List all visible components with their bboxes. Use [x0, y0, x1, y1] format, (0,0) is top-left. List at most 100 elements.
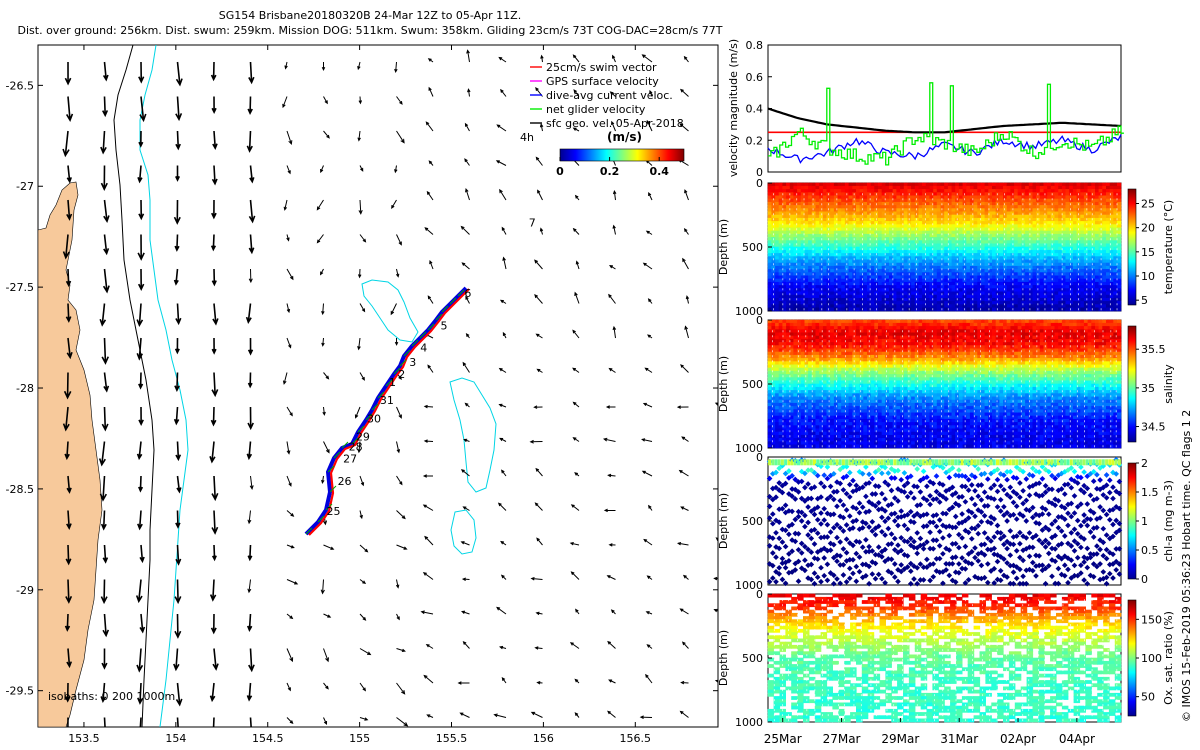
velocity-arrow — [98, 441, 106, 467]
track-day-label: 27 — [343, 453, 357, 466]
velocity-arrow — [175, 510, 181, 529]
section-sample — [778, 444, 783, 449]
velocity-arrow — [464, 122, 470, 132]
section-sample — [914, 307, 920, 312]
velocity-arrow — [62, 234, 70, 260]
velocity-arrow — [212, 648, 219, 671]
velocity-arrow — [137, 682, 144, 705]
velocity-arrow — [607, 473, 616, 478]
velocity-arrow — [103, 234, 110, 256]
velocity-arrow — [321, 303, 325, 316]
section-sample — [922, 307, 927, 312]
velocity-arrow — [678, 469, 689, 477]
label-4h: 4h — [520, 131, 534, 144]
velocity-arrow — [65, 579, 73, 604]
velocity-arrow — [137, 234, 145, 261]
velocity-arrow — [286, 234, 290, 242]
velocity-arrow — [646, 575, 653, 580]
velocity-arrow — [646, 644, 653, 649]
velocity-arrow — [136, 303, 144, 328]
velocity-arrow — [534, 259, 543, 270]
section-sample — [992, 307, 997, 312]
velocity-arrow — [427, 58, 434, 63]
velocity-arrow — [359, 544, 369, 553]
velocity-arrow — [210, 61, 217, 82]
velocity-arrow — [572, 127, 580, 132]
lat-tick-label: -29.5 — [6, 685, 34, 698]
velocity-arrow — [320, 579, 325, 595]
velocity-arrow — [62, 406, 70, 432]
velocity-arrow — [286, 544, 295, 549]
velocity-arrow — [572, 401, 580, 408]
colorbar-tick-label: 0.4 — [649, 165, 669, 178]
surface-velocity-field — [62, 49, 725, 727]
velocity-arrow — [534, 502, 543, 511]
velocity-arrow — [176, 475, 182, 494]
velocity-arrow — [420, 610, 434, 615]
velocity-arrow — [359, 579, 367, 585]
velocity-arrow — [248, 234, 255, 255]
velocity-arrow — [606, 575, 616, 580]
velocity-arrow — [680, 364, 689, 373]
section-sample — [808, 444, 813, 449]
velocity-arrow — [570, 571, 580, 580]
colorbar-tick-label: 20 — [1141, 222, 1155, 235]
velocity-arrow — [570, 504, 580, 511]
velocity-arrow — [722, 328, 725, 338]
velocity-arrow — [683, 55, 689, 63]
depth-axis-label: Depth (m) — [717, 219, 730, 275]
velocity-arrow — [175, 130, 181, 151]
velocity-arrow — [497, 502, 507, 511]
velocity-arrow — [641, 54, 653, 63]
velocity-arrow — [647, 298, 653, 304]
velocity-arrow — [173, 648, 180, 672]
velocity-arrow — [139, 96, 147, 123]
velocity-arrow — [359, 372, 365, 381]
section-sample — [811, 307, 817, 312]
velocity-arrow — [139, 544, 145, 564]
velocity-arrow — [211, 165, 218, 186]
velocity-arrow — [101, 648, 108, 670]
velocity-arrow — [684, 325, 689, 339]
velocity-arrow — [683, 228, 689, 235]
velocity-arrow — [575, 260, 580, 270]
velocity-arrow — [569, 642, 580, 649]
section-sample — [1072, 307, 1078, 312]
velocity-arrow — [249, 165, 255, 184]
velocity-axes-frame — [767, 44, 1122, 173]
velocity-y-tick-label: 0.4 — [746, 103, 764, 116]
velocity-arrow — [100, 510, 107, 531]
velocity-arrow — [102, 613, 110, 638]
velocity-arrow — [175, 682, 183, 707]
velocity-arrow — [500, 88, 507, 97]
velocity-arrow — [247, 96, 253, 116]
velocity-arrow — [396, 648, 406, 653]
velocity-arrow — [359, 303, 366, 313]
velocity-arrow — [138, 61, 145, 84]
velocity-arrow — [137, 268, 145, 292]
velocity-arrow — [467, 88, 471, 97]
lat-tick-label: -27.5 — [6, 281, 34, 294]
velocity-arrow — [248, 268, 253, 284]
seamount-contour — [449, 377, 497, 493]
velocity-arrow — [247, 372, 253, 389]
velocity-arrow — [499, 299, 507, 304]
velocity-arrow — [572, 437, 580, 442]
velocity-arrow — [647, 334, 653, 339]
velocity-arrow — [175, 303, 182, 326]
velocity-arrow — [286, 303, 291, 314]
velocity-arrow — [423, 439, 434, 443]
section-sample — [1036, 307, 1041, 312]
section-sample — [797, 307, 802, 312]
velocity-arrow — [286, 579, 299, 585]
velocity-arrow — [499, 645, 507, 650]
track-day-label: 26 — [338, 475, 352, 488]
section-sample — [929, 307, 934, 312]
track-day-label: 2 — [398, 368, 405, 381]
velocity-arrow — [540, 54, 544, 63]
legend-label: GPS surface velocity — [546, 75, 659, 88]
velocity-arrow — [282, 96, 288, 109]
velocity-arrow — [427, 364, 434, 373]
lat-tick-label: -29 — [16, 584, 34, 597]
velocity-arrow — [463, 438, 470, 443]
